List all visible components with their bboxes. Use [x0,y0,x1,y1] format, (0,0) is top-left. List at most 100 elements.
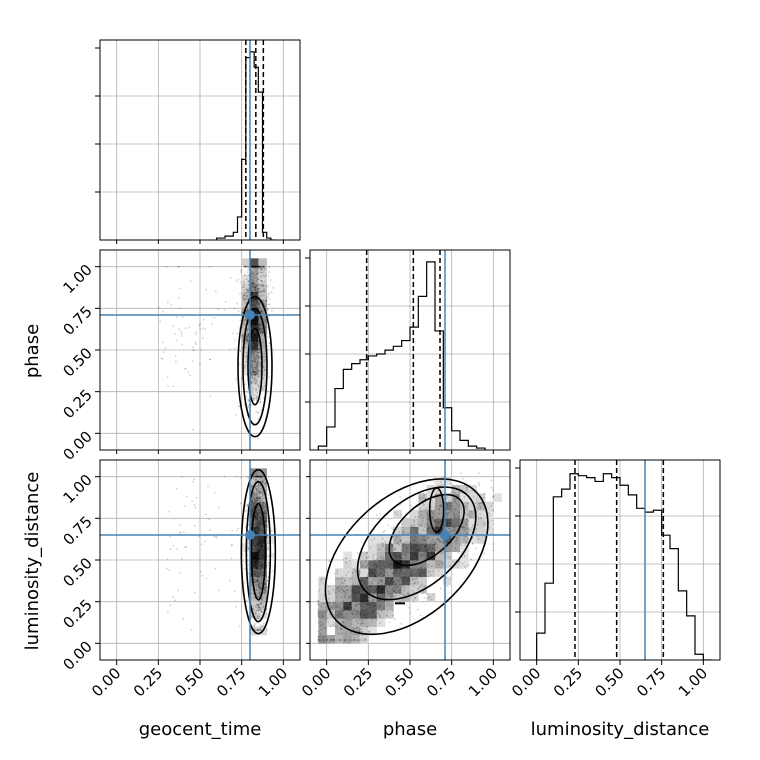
scatter-point-luminosity-distance-vs-geocent-time-2386 [258,548,260,550]
scatter-point-luminosity-distance-vs-geocent-time-114 [257,596,260,599]
scatter-point-luminosity-distance-vs-geocent-time-1124 [252,551,254,554]
scatter-point-phase-vs-geocent-time-1484 [252,320,255,323]
scatter-point-luminosity-distance-vs-phase-406 [391,545,394,548]
scatter-point-luminosity-distance-vs-geocent-time-890 [256,595,259,598]
scatter-point-luminosity-distance-vs-geocent-time-2496 [260,598,263,601]
density-cell-luminosity-distance-vs-geocent-time-18-20 [250,485,259,494]
scatter-point-luminosity-distance-vs-phase-2282 [359,613,362,616]
scatter-point-luminosity-distance-vs-phase-1996 [404,575,407,578]
scatter-point-luminosity-distance-vs-geocent-time-1098 [258,529,261,532]
scatter-point-luminosity-distance-vs-geocent-time-198 [254,475,256,478]
scatter-point-luminosity-distance-vs-geocent-time-1448 [266,529,269,532]
scatter-point-luminosity-distance-vs-phase-1736 [349,639,352,641]
ytick-label-phase-0: 0.00 [59,427,95,463]
scatter-point-luminosity-distance-vs-geocent-time-78 [250,511,253,514]
scatter-point-luminosity-distance-vs-geocent-time-2514 [259,586,261,589]
scatter-point-luminosity-distance-vs-geocent-time-540 [260,528,263,531]
scatter-point-luminosity-distance-vs-phase-2394 [385,551,388,554]
scatter-point-luminosity-distance-vs-phase-316 [414,596,417,599]
scatter-point-luminosity-distance-vs-geocent-time-638 [261,561,264,564]
scatter-point-luminosity-distance-vs-geocent-time-670 [214,491,216,494]
scatter-point-luminosity-distance-vs-phase-1724 [356,551,359,554]
scatter-point-phase-vs-geocent-time-1440 [258,307,261,309]
scatter-point-luminosity-distance-vs-geocent-time-2492 [257,584,260,587]
scatter-point-luminosity-distance-vs-geocent-time-2110 [257,544,260,546]
density-cell-phase-vs-geocent-time-17-22 [241,258,251,267]
scatter-point-phase-vs-geocent-time-1310 [253,303,256,306]
scatter-point-luminosity-distance-vs-phase-1712 [445,524,448,527]
scatter-point-luminosity-distance-vs-phase-2420 [340,613,343,616]
scatter-point-luminosity-distance-vs-geocent-time-1340 [258,572,261,575]
scatter-point-luminosity-distance-vs-phase-2170 [424,571,427,574]
scatter-point-phase-vs-geocent-time-1022 [258,284,260,287]
scatter-point-luminosity-distance-vs-phase-96 [432,531,435,534]
scatter-point-luminosity-distance-vs-phase-724 [398,583,401,586]
scatter-point-luminosity-distance-vs-phase-858 [476,535,479,538]
ytick-label-phase-1: 0.25 [59,386,95,422]
scatter-point-luminosity-distance-vs-geocent-time-2460 [256,579,259,582]
scatter-point-luminosity-distance-vs-geocent-time-2224 [260,544,263,547]
scatter-point-luminosity-distance-vs-phase-2576 [391,561,394,564]
scatter-point-luminosity-distance-vs-phase-2210 [442,476,445,478]
scatter-point-luminosity-distance-vs-geocent-time-1036 [256,499,258,502]
scatter-point-luminosity-distance-vs-geocent-time-0 [252,477,255,480]
scatter-point-phase-vs-geocent-time-1630 [258,329,260,331]
scatter-point-luminosity-distance-vs-geocent-time-2168 [254,566,257,568]
scatter-point-luminosity-distance-vs-geocent-time-2212 [260,601,263,604]
scatter-point-luminosity-distance-vs-phase-1528 [421,537,424,540]
scatter-point-phase-vs-geocent-time-1974 [245,287,248,290]
scatter-point-phase-vs-geocent-time-1758 [254,358,257,361]
scatter-point-luminosity-distance-vs-phase-1786 [354,570,357,573]
scatter-point-luminosity-distance-vs-phase-2468 [317,615,320,618]
scatter-point-phase-vs-geocent-time-1662 [252,301,255,303]
scatter-point-luminosity-distance-vs-geocent-time-1754 [256,563,259,566]
scatter-point-phase-vs-geocent-time-476 [253,267,256,269]
scatter-point-phase-vs-geocent-time-1326 [255,319,258,321]
scatter-point-luminosity-distance-vs-phase-598 [320,578,322,581]
hist-bar-luminosity-distance-17 [678,591,686,660]
scatter-point-luminosity-distance-vs-geocent-time-98 [258,542,261,545]
scatter-point-phase-vs-geocent-time-2468 [247,297,250,300]
scatter-point-luminosity-distance-vs-phase-1476 [395,569,398,572]
scatter-point-luminosity-distance-vs-phase-1024 [411,540,414,543]
scatter-point-luminosity-distance-vs-geocent-time-598 [257,483,260,486]
scatter-point-luminosity-distance-vs-phase-716 [384,540,386,543]
scatter-point-luminosity-distance-vs-geocent-time-1740 [255,555,258,558]
scatter-point-luminosity-distance-vs-phase-260 [363,601,366,603]
hist-bar-phase-17 [460,440,468,450]
scatter-point-luminosity-distance-vs-phase-18 [393,573,396,576]
scatter-point-luminosity-distance-vs-phase-1922 [454,547,457,549]
scatter-point-phase-vs-geocent-time-1324 [253,357,256,360]
scatter-point-luminosity-distance-vs-phase-2496 [317,639,320,641]
hist-bar-luminosity-distance-2 [553,497,561,660]
scatter-point-phase-vs-geocent-time-1652 [252,341,255,344]
scatter-point-phase-vs-geocent-time-2064 [260,268,263,271]
scatter-point-luminosity-distance-vs-phase-1032 [478,517,480,520]
scatter-point-luminosity-distance-vs-phase-2148 [389,562,392,565]
scatter-point-phase-vs-geocent-time-2008 [252,274,255,277]
scatter-point-luminosity-distance-vs-phase-38 [427,549,430,552]
scatter-point-phase-vs-geocent-time-2132 [254,371,257,374]
scatter-point-phase-vs-geocent-time-1996 [256,265,259,268]
scatter-point-phase-vs-geocent-time-1462 [257,300,259,303]
scatter-point-luminosity-distance-vs-phase-1958 [434,548,437,551]
scatter-point-luminosity-distance-vs-geocent-time-712 [262,501,264,504]
scatter-point-luminosity-distance-vs-geocent-time-726 [256,570,258,573]
scatter-point-luminosity-distance-vs-geocent-time-1008 [217,589,220,592]
scatter-point-phase-vs-geocent-time-34 [266,308,269,310]
scatter-point-luminosity-distance-vs-phase-2588 [393,584,396,587]
scatter-point-luminosity-distance-vs-geocent-time-640 [257,551,260,554]
scatter-point-phase-vs-geocent-time-1150 [256,265,259,268]
scatter-point-phase-vs-geocent-time-260 [161,357,164,360]
scatter-point-luminosity-distance-vs-phase-1158 [398,579,401,582]
scatter-point-luminosity-distance-vs-phase-1182 [351,600,354,603]
scatter-point-phase-vs-geocent-time-684 [251,397,254,400]
hist-bar-phase-4 [352,364,360,450]
hist-bar-luminosity-distance-8 [603,474,611,660]
scatter-point-luminosity-distance-vs-phase-2356 [321,615,324,618]
density-cell-luminosity-distance-vs-phase-21-17 [485,510,494,519]
scatter-point-luminosity-distance-vs-phase-1616 [345,584,348,587]
scatter-point-phase-vs-geocent-time-1372 [268,315,271,318]
scatter-point-luminosity-distance-vs-phase-36 [352,627,355,630]
scatter-point-luminosity-distance-vs-geocent-time-2570 [214,535,217,538]
